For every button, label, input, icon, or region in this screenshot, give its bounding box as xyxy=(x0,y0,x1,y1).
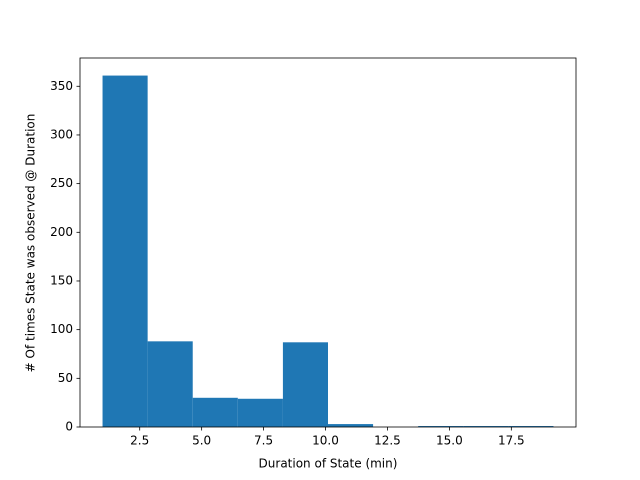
y-tick-label: 100 xyxy=(50,322,73,336)
x-tick-label: 10.0 xyxy=(312,434,339,448)
y-tick-label: 350 xyxy=(50,79,73,93)
bar xyxy=(192,397,238,427)
y-tick-label: 0 xyxy=(65,420,73,434)
bar xyxy=(147,341,193,427)
x-axis-label: Duration of State (min) xyxy=(259,457,398,471)
x-tick-label: 17.5 xyxy=(498,434,525,448)
bar xyxy=(237,398,283,427)
bar xyxy=(282,342,328,427)
plot-frame xyxy=(79,57,577,428)
y-tick-label: 50 xyxy=(58,371,73,385)
bar xyxy=(463,426,509,427)
y-tick-label: 200 xyxy=(50,225,73,239)
x-tick-label: 2.5 xyxy=(130,434,149,448)
bar xyxy=(102,75,148,428)
x-tick-label: 12.5 xyxy=(374,434,401,448)
bar xyxy=(418,426,464,427)
bar xyxy=(508,426,554,427)
y-tick-label: 150 xyxy=(50,273,73,287)
x-tick-label: 5.0 xyxy=(192,434,211,448)
y-axis-label: # Of times State was observed @ Duration xyxy=(24,114,38,373)
x-tick-label: 7.5 xyxy=(254,434,273,448)
bar xyxy=(328,424,374,427)
y-tick-label: 250 xyxy=(50,176,73,190)
y-tick-label: 300 xyxy=(50,127,73,141)
x-tick-label: 15.0 xyxy=(436,434,463,448)
